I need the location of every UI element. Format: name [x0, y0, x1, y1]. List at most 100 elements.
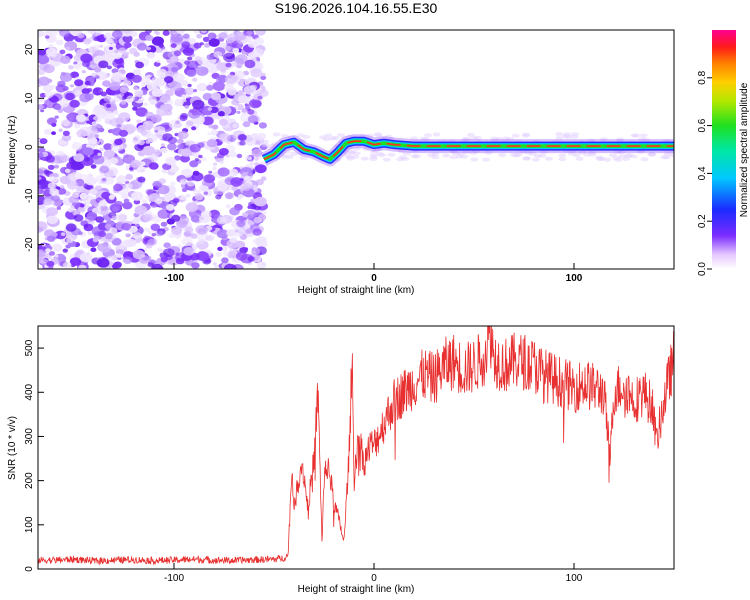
noise-blob — [128, 167, 134, 171]
noise-blob — [162, 30, 170, 36]
noise-blob — [95, 185, 103, 191]
noise-blob — [71, 142, 83, 151]
noise-blob — [153, 149, 162, 156]
noise-blob — [373, 132, 382, 137]
figure-title: S196.2026.104.16.55.E30 — [275, 0, 438, 16]
noise-blob — [93, 44, 101, 50]
noise-blob — [173, 247, 180, 253]
noise-blob — [242, 121, 251, 128]
noise-blob — [163, 242, 171, 248]
noise-blob — [69, 84, 74, 88]
noise-blob — [176, 138, 184, 144]
snr-panel: -100 0 100 0 100 200 300 400 500 Height of stra… — [7, 325, 675, 595]
noise-blob — [39, 196, 45, 200]
noise-blob — [151, 88, 163, 97]
noise-blob — [182, 47, 195, 56]
noise-blob — [163, 248, 175, 257]
noise-blob — [122, 256, 133, 264]
noise-blob — [258, 122, 267, 129]
noise-blob — [469, 150, 478, 155]
noise-blob — [255, 236, 268, 246]
noise-blob — [192, 99, 205, 110]
noise-blob — [38, 104, 44, 110]
noise-blob — [38, 179, 49, 189]
noise-blob — [111, 71, 125, 82]
noise-blob — [187, 180, 195, 187]
noise-blob — [46, 117, 58, 126]
noise-blob — [185, 202, 199, 213]
y-tick-label: 0 — [24, 144, 35, 150]
noise-blob — [236, 153, 243, 159]
noise-blob — [38, 169, 44, 175]
colorbar-tick-label: 0.8 — [697, 70, 708, 84]
noise-blob — [173, 50, 182, 57]
noise-blob — [506, 137, 515, 142]
noise-blob — [196, 33, 203, 39]
noise-blob — [73, 214, 84, 222]
noise-blob — [187, 56, 193, 61]
noise-blob — [151, 77, 160, 84]
noise-blob — [623, 154, 632, 159]
colorbar-tick-label: 0.2 — [697, 214, 708, 228]
noise-blob — [217, 246, 223, 251]
noise-blob — [154, 129, 159, 133]
y-tick-label: 100 — [24, 516, 35, 533]
noise-blob — [252, 228, 262, 236]
noise-blob — [134, 143, 145, 152]
noise-blob — [60, 232, 66, 237]
noise-blob — [639, 133, 648, 138]
noise-blob — [60, 154, 70, 162]
noise-blob — [54, 254, 59, 258]
noise-blob — [302, 134, 311, 139]
noise-blob — [79, 93, 92, 103]
noise-blob — [38, 152, 44, 158]
noise-blob — [180, 80, 189, 87]
noise-blob — [212, 171, 220, 178]
noise-blob — [511, 133, 520, 138]
noise-blob — [149, 99, 158, 105]
noise-blob — [521, 133, 530, 138]
x-tick-label: 0 — [371, 573, 377, 584]
noise-blob — [629, 154, 638, 159]
colorbar: 0.0 0.2 0.4 0.6 0.8 Normalized spectral ampl… — [697, 30, 750, 276]
y-tick-label: -20 — [24, 237, 35, 252]
noise-blob — [366, 133, 375, 138]
noise-blob — [44, 229, 55, 238]
noise-blob — [136, 119, 142, 124]
noise-blob — [235, 240, 245, 248]
noise-blob — [575, 156, 584, 161]
noise-blob — [219, 118, 228, 126]
noise-blob — [165, 70, 174, 78]
noise-blob — [243, 247, 249, 251]
noise-blob — [249, 162, 255, 166]
noise-blob — [243, 85, 257, 95]
noise-blob — [177, 144, 184, 150]
noise-blob — [45, 248, 51, 253]
noise-blob — [245, 225, 250, 229]
noise-blob — [253, 37, 265, 46]
noise-blob — [442, 153, 451, 158]
noise-blob — [146, 52, 156, 59]
noise-blob — [232, 47, 240, 54]
noise-blob — [201, 156, 207, 162]
y-tick-label: 500 — [24, 339, 35, 356]
noise-blob — [185, 94, 191, 99]
noise-blob — [185, 120, 194, 127]
noise-blob — [227, 250, 237, 259]
noise-blob — [193, 89, 198, 93]
noise-blob — [106, 65, 112, 70]
noise-blob — [640, 157, 649, 162]
noise-blob — [218, 32, 228, 40]
noise-blob — [103, 143, 113, 151]
noise-blob — [190, 233, 198, 239]
noise-blob — [170, 33, 184, 43]
noise-blob — [256, 261, 267, 269]
noise-blob — [246, 30, 253, 36]
noise-blob — [93, 66, 102, 73]
noise-blob — [193, 42, 202, 49]
noise-blob — [103, 176, 115, 185]
noise-blob — [103, 95, 112, 102]
noise-blob — [133, 51, 140, 57]
y-tick-label: -10 — [24, 188, 35, 203]
